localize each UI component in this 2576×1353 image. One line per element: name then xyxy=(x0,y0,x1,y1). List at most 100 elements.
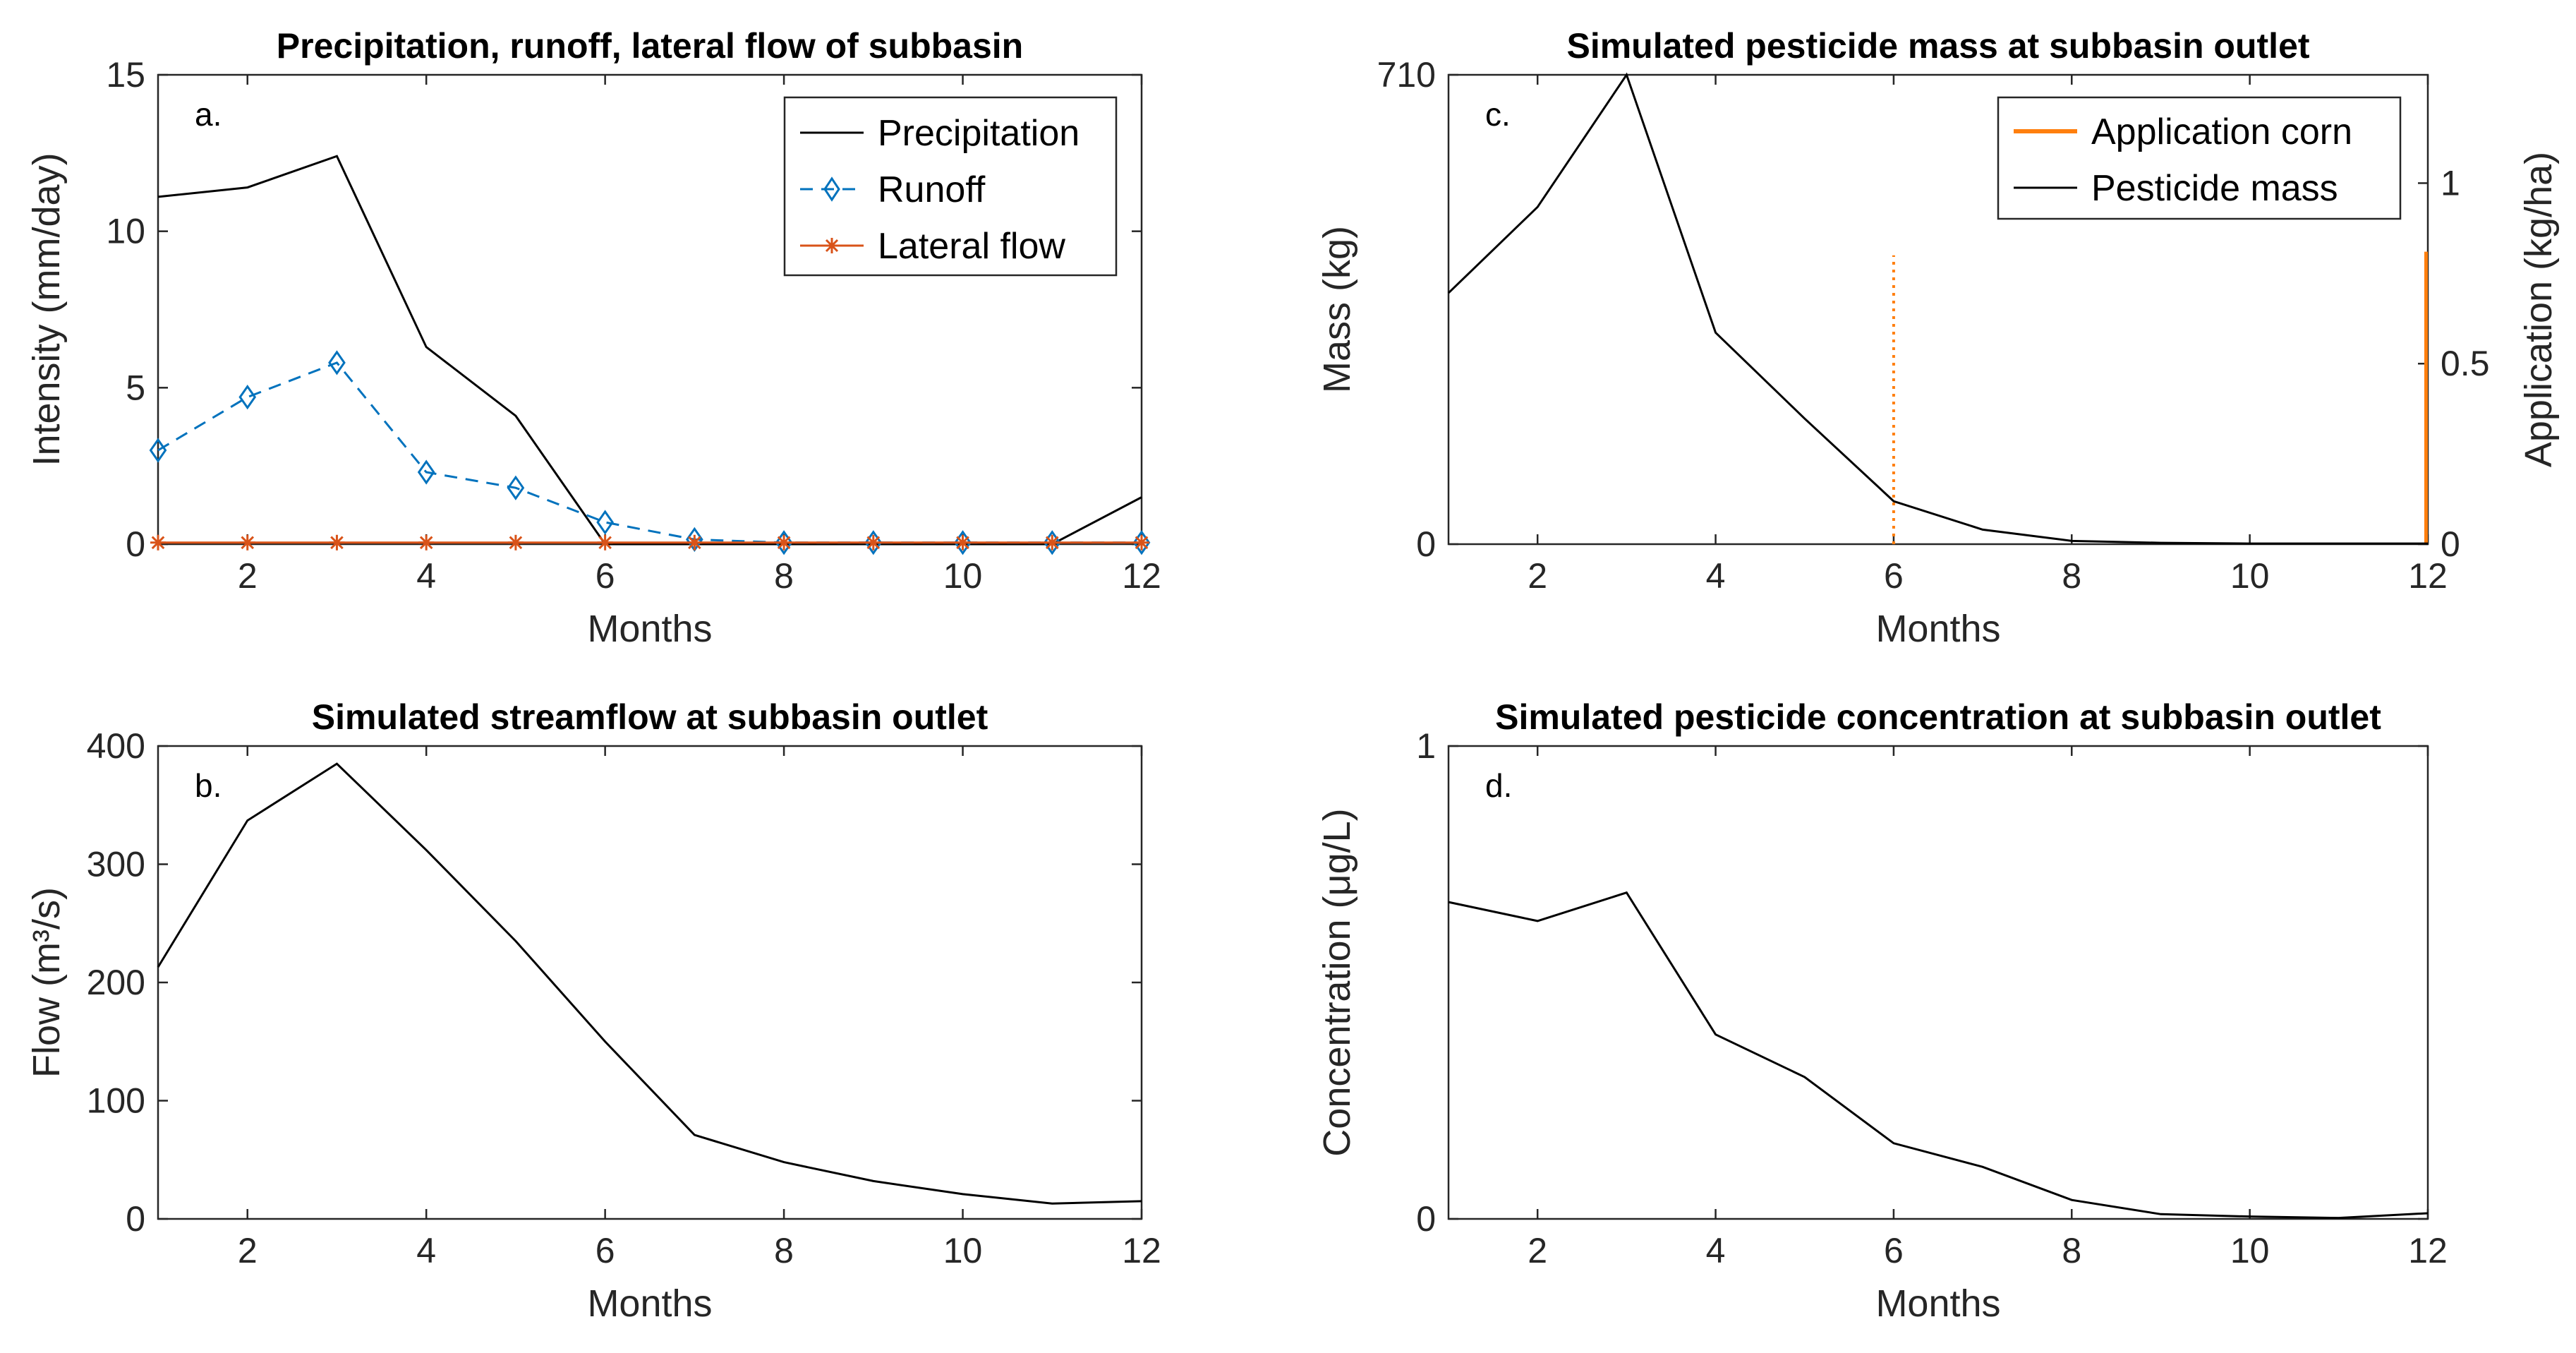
x-tick-label-c: 4 xyxy=(1706,556,1726,596)
y-tick-label-c: 0 xyxy=(1416,524,1436,564)
y-tick-label-b: 100 xyxy=(87,1081,145,1121)
asterisk-stroke xyxy=(330,536,344,550)
x-tick-label-d: 8 xyxy=(2062,1231,2081,1270)
y-tick-label-b: 200 xyxy=(87,963,145,1002)
y2-tick-label-c: 1 xyxy=(2441,163,2460,203)
y-axis-label-a: Intensity (mm/day) xyxy=(25,152,68,466)
plot-area-c xyxy=(1447,73,2429,546)
y-tick-label-a: 0 xyxy=(126,524,145,564)
runoff-point xyxy=(417,459,435,485)
legend-entry-application-corn: Application corn xyxy=(2091,112,2352,152)
plot-area-b xyxy=(157,745,1143,1220)
x-tick-label-c: 6 xyxy=(1884,556,1904,596)
asterisk-stroke xyxy=(1135,536,1149,550)
lateral-flow-point xyxy=(329,534,345,551)
x-tick-label-b: 2 xyxy=(238,1231,258,1270)
lateral-flow-point xyxy=(507,534,524,551)
y2-axis-label-c: Application (kg/ha) xyxy=(2517,152,2560,467)
series-line-precipitation xyxy=(157,155,1142,546)
x-tick-label-a: 6 xyxy=(595,556,615,596)
asterisk-stroke xyxy=(598,536,612,550)
lateral-flow-point xyxy=(150,534,166,551)
x-axis-label-b: Months xyxy=(587,1282,712,1325)
chart-title-d: Simulated pesticide concentration at sub… xyxy=(1495,697,2381,737)
x-tick-label-b: 8 xyxy=(774,1231,794,1270)
y-tick-label-c: 710 xyxy=(1377,55,1436,95)
panel-label-a: a. xyxy=(195,96,222,133)
y-tick-label-a: 5 xyxy=(126,368,145,407)
y-axis-label-c: Mass (kg) xyxy=(1316,226,1358,393)
x-tick-label-a: 4 xyxy=(416,556,436,596)
plot-area-d xyxy=(1447,745,2429,1220)
runoff-point xyxy=(238,385,257,410)
asterisk-stroke xyxy=(419,536,433,550)
y-axis-label-b: Flow (m³/s) xyxy=(25,887,68,1078)
series-line-concentration xyxy=(1448,891,2429,1220)
chart-title-c: Simulated pesticide mass at subbasin out… xyxy=(1566,26,2309,66)
x-tick-label-d: 12 xyxy=(2408,1231,2448,1270)
x-tick-label-c: 8 xyxy=(2062,556,2081,596)
lateral-flow-point xyxy=(239,534,255,551)
asterisk-stroke xyxy=(509,536,523,550)
x-tick-label-d: 2 xyxy=(1528,1231,1547,1270)
x-axis-label-a: Months xyxy=(587,608,712,650)
asterisk-stroke xyxy=(1045,536,1059,550)
panel-label-b: b. xyxy=(195,767,222,804)
x-tick-label-c: 10 xyxy=(2230,556,2270,596)
x-tick-label-d: 10 xyxy=(2230,1231,2270,1270)
legend-marker xyxy=(823,176,840,202)
chart-b: Simulated streamflow at subbasin outlet b… xyxy=(25,697,1161,1325)
series-line-pesticide-mass xyxy=(1447,72,2428,545)
panel-label-d: d. xyxy=(1485,767,1512,804)
y-tick-label-a: 10 xyxy=(106,212,145,251)
lateral-flow-point xyxy=(776,534,792,551)
x-tick-label-b: 10 xyxy=(943,1231,983,1270)
y-tick-label-b: 0 xyxy=(126,1199,145,1239)
chart-title-a: Precipitation, runoff, lateral flow of s… xyxy=(277,26,1023,66)
x-axis-label-c: Months xyxy=(1875,608,2000,650)
asterisk-stroke xyxy=(151,536,165,550)
legend-entry-precipitation: Precipitation xyxy=(878,113,1080,154)
panel-label-c: c. xyxy=(1485,96,1511,133)
x-tick-label-b: 6 xyxy=(595,1231,615,1270)
asterisk-stroke xyxy=(688,536,701,550)
runoff-point xyxy=(149,438,167,463)
asterisk-stroke xyxy=(241,536,255,550)
asterisk-stroke xyxy=(866,536,881,550)
x-tick-label-b: 12 xyxy=(1122,1231,1161,1270)
lateral-flow-point xyxy=(865,534,881,551)
legend-marker xyxy=(825,239,839,253)
x-tick-label-c: 12 xyxy=(2408,556,2448,596)
y-tick-label-b: 300 xyxy=(87,845,145,884)
x-tick-label-a: 8 xyxy=(774,556,794,596)
y-tick-label-b: 400 xyxy=(87,726,145,766)
lateral-flow-point xyxy=(955,534,971,551)
x-tick-label-a: 2 xyxy=(238,556,258,596)
x-tick-label-a: 12 xyxy=(1122,556,1161,596)
chart-a: Precipitation, runoff, lateral flow of s… xyxy=(25,26,1161,650)
asterisk-stroke xyxy=(956,536,969,550)
series-line-streamflow xyxy=(157,762,1142,1205)
y2-tick-label-c: 0 xyxy=(2441,524,2460,564)
lateral-flow-point xyxy=(687,534,703,551)
x-axis-label-d: Months xyxy=(1875,1282,2000,1325)
runoff-point xyxy=(507,475,525,500)
lateral-flow-point xyxy=(597,534,613,551)
y-tick-label-d: 0 xyxy=(1416,1199,1436,1239)
chart-d: Simulated pesticide concentration at sub… xyxy=(1316,697,2448,1325)
runoff-point xyxy=(596,510,614,535)
lateral-flow-point xyxy=(1044,534,1060,551)
x-tick-label-d: 6 xyxy=(1884,1231,1904,1270)
lateral-flow-point xyxy=(1134,534,1149,551)
legend-entry-runoff: Runoff xyxy=(878,169,986,210)
x-tick-label-b: 4 xyxy=(416,1231,436,1270)
y2-tick-label-c: 0.5 xyxy=(2441,344,2490,383)
y-tick-label-a: 15 xyxy=(106,55,145,95)
runoff-point xyxy=(328,350,346,375)
chart-title-b: Simulated streamflow at subbasin outlet xyxy=(312,697,988,737)
legend-entry-pesticide-mass: Pesticide mass xyxy=(2091,168,2338,209)
asterisk-stroke xyxy=(777,536,791,550)
legend-entry-lateral-flow: Lateral flow xyxy=(878,226,1065,267)
